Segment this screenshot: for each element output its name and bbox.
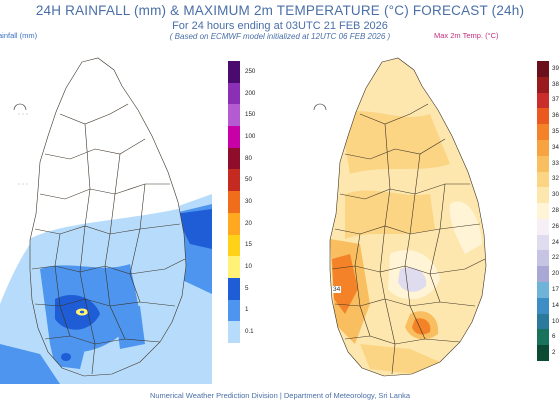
temperature-legend-swatch <box>537 345 549 362</box>
temperature-legend-tick: 34 <box>552 143 559 151</box>
temperature-legend-swatch <box>537 329 549 346</box>
temperature-legend-tick: 22 <box>552 254 559 262</box>
temperature-legend-swatch <box>537 124 549 141</box>
rainfall-legend-tick: 20 <box>245 219 252 227</box>
rainfall-legend-swatch <box>228 104 240 127</box>
temperature-legend-tick: 24 <box>552 238 559 246</box>
rainfall-legend-swatch <box>228 256 240 279</box>
temperature-panel-label: Max 2m Temp. (°C) <box>434 31 499 40</box>
temperature-legend-tick: 14 <box>552 301 559 309</box>
temperature-legend-tick: 30 <box>552 191 559 199</box>
temperature-legend-swatch <box>537 61 549 78</box>
temperature-legend-tick: 37 <box>552 96 559 104</box>
temperature-legend-swatch <box>537 155 549 172</box>
rainfall-legend-swatch <box>228 147 240 170</box>
rainfall-map <box>0 44 212 384</box>
temperature-legend: 39 38 37 36 35 34 33 32 30 28 26 24 22 20 17 14 10 6 2 <box>537 61 559 362</box>
temperature-legend-swatch <box>537 313 549 330</box>
temperature-legend-swatch <box>537 203 549 220</box>
temperature-legend-tick: 6 <box>552 333 556 341</box>
temperature-legend-tick: 38 <box>552 80 559 88</box>
rainfall-legend-tick: 200 <box>245 89 256 97</box>
temperature-legend-tick: 26 <box>552 222 559 230</box>
rainfall-legend-tick: 1 <box>245 306 249 314</box>
model-note: ( Based on ECMWF model initialized at 12… <box>169 32 391 41</box>
rainfall-legend-swatch <box>228 299 240 322</box>
rainfall-legend-tick: 30 <box>245 198 252 205</box>
temperature-legend-swatch <box>537 282 549 299</box>
rainfall-legend-tick: 150 <box>245 111 256 119</box>
rainfall-legend-tick: 80 <box>245 154 252 162</box>
temperature-legend-tick: 10 <box>552 317 559 325</box>
temperature-legend-tick: 35 <box>552 128 559 136</box>
temperature-legend-tick: 36 <box>552 112 559 120</box>
rainfall-legend-tick: 100 <box>245 132 256 140</box>
rainfall-legend-swatch <box>228 191 240 214</box>
temperature-legend-tick: 33 <box>552 159 559 167</box>
page-title: 24H RAINFALL (mm) & MAXIMUM 2m TEMPERATU… <box>35 3 525 18</box>
temperature-map <box>300 44 512 384</box>
temperature-contour-label: 34 <box>332 286 342 293</box>
temperature-legend-swatch <box>537 266 549 283</box>
temperature-legend-swatch <box>537 297 549 314</box>
rainfall-legend-tick: 0.1 <box>245 328 254 336</box>
rainfall-legend-swatch <box>228 321 240 344</box>
temperature-legend-tick: 17 <box>552 285 559 293</box>
temperature-legend-swatch <box>537 171 549 188</box>
temperature-legend-swatch <box>537 187 549 204</box>
footer-credit: Numerical Weather Prediction Division | … <box>149 391 411 400</box>
temperature-legend-tick: 2 <box>552 349 556 357</box>
rainfall-panel-label: ainfall (mm) <box>0 31 38 40</box>
rainfall-legend-swatch <box>228 234 240 257</box>
temperature-legend-swatch <box>537 218 549 235</box>
rainfall-legend-tick: 10 <box>245 263 252 271</box>
rainfall-legend-swatch <box>228 126 240 149</box>
temperature-legend-swatch <box>537 139 549 157</box>
rainfall-legend-swatch <box>228 169 240 192</box>
temperature-legend-swatch <box>537 250 549 267</box>
rainfall-legend-swatch <box>228 61 240 83</box>
temperature-legend-tick: 28 <box>552 207 559 214</box>
temperature-legend-swatch <box>537 92 549 109</box>
temperature-legend-tick: 39 <box>552 64 559 72</box>
temperature-legend-tick: 20 <box>552 270 559 278</box>
rainfall-legend-swatch <box>228 212 240 235</box>
temperature-legend-tick: 32 <box>552 175 559 183</box>
rainfall-legend-tick: 15 <box>245 241 252 249</box>
rainfall-legend-swatch <box>228 82 240 105</box>
rainfall-legend-tick: 50 <box>245 176 252 184</box>
temperature-legend-swatch <box>537 234 549 251</box>
rainfall-legend-swatch <box>228 277 240 300</box>
rainfall-legend-tick: 5 <box>245 284 249 292</box>
rainfall-legend-tick: 250 <box>245 67 256 75</box>
temperature-legend-swatch <box>537 108 549 125</box>
forecast-period: For 24 hours ending at 03UTC 21 FEB 2026 <box>172 20 388 32</box>
rainfall-legend: 250 200 150 100 80 50 30 20 15 10 5 1 0.1 <box>228 61 255 344</box>
temperature-legend-swatch <box>537 76 549 93</box>
